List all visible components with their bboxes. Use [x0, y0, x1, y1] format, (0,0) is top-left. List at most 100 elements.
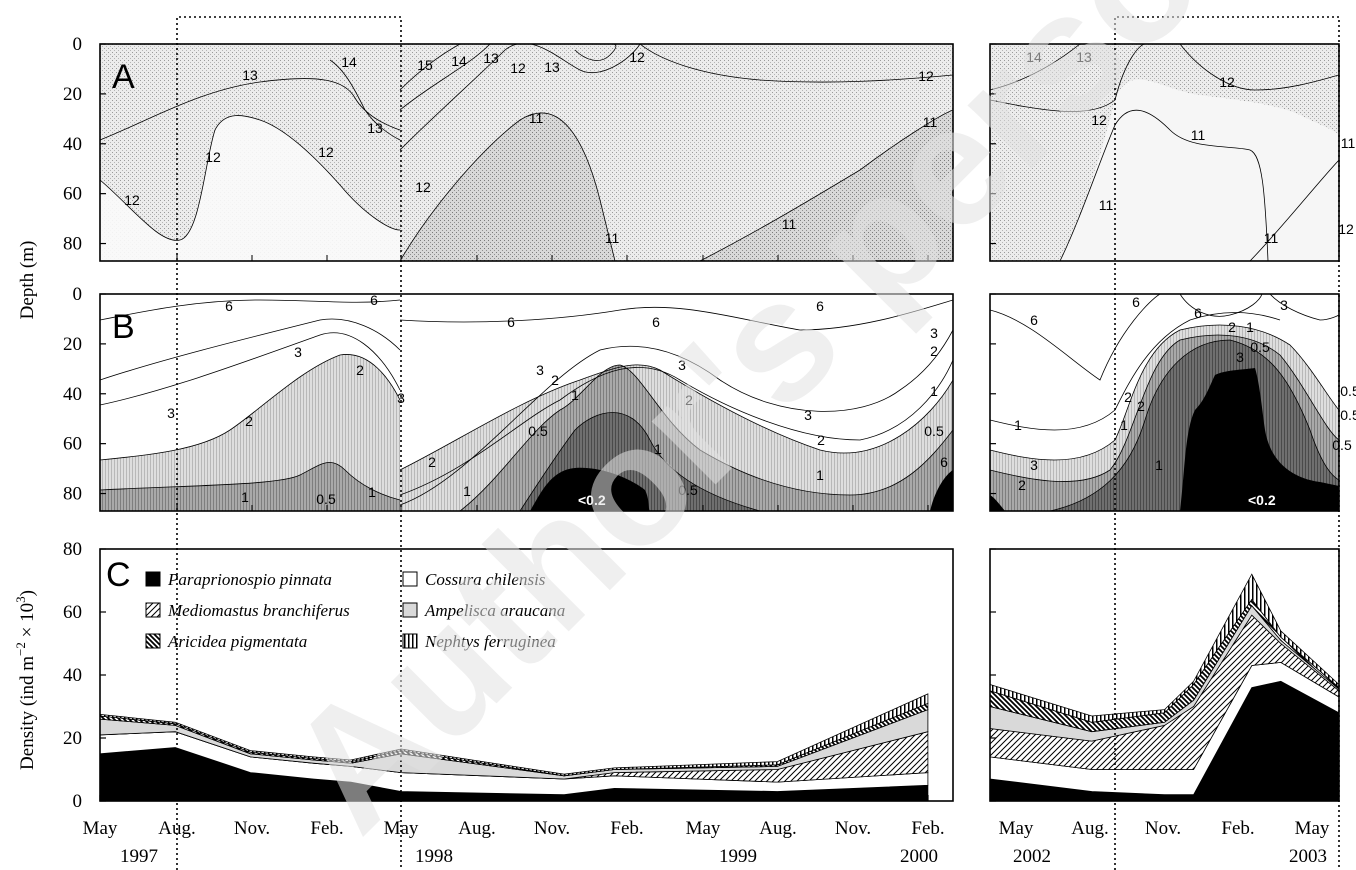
contour-label: 12: [1219, 74, 1235, 90]
contour-label: 13: [367, 120, 383, 136]
y-tick-label: 0: [73, 791, 83, 812]
contour-label: 0.5: [528, 423, 548, 439]
contour-label: 3: [294, 344, 302, 360]
x-tick-label: Nov.: [1145, 818, 1181, 839]
x-year-label: 2002: [1013, 846, 1051, 867]
contour-label: 14: [1026, 49, 1042, 65]
y-tick-label: 0: [73, 284, 83, 305]
contour-label: 14: [341, 54, 357, 70]
contour-band: [1180, 368, 1339, 511]
y-tick-label: 60: [63, 602, 82, 623]
contour-label: 2: [685, 392, 693, 408]
legend-label: Paraprionospio pinnata: [167, 570, 332, 589]
contour-label: 3: [1030, 457, 1038, 473]
contour-label: 2: [245, 413, 253, 429]
panel-letter-a: A: [112, 58, 135, 96]
contour-label: 3: [804, 407, 812, 423]
contour-label: 6: [1030, 312, 1038, 328]
legend-swatch: [402, 602, 418, 618]
contour-band: [400, 113, 615, 261]
contour-label: 1: [930, 383, 938, 399]
x-tick-label: May: [1295, 818, 1330, 839]
legend-label: Nephtys ferruginea: [424, 632, 556, 651]
x-tick-label: Aug.: [1071, 818, 1108, 839]
contour-label: 1: [816, 467, 824, 483]
contour-label: 11: [782, 216, 797, 232]
panel-a-right-frame: [989, 43, 1340, 262]
contour-label: 0.5: [1340, 383, 1356, 399]
x-tick-label: Feb.: [911, 818, 944, 839]
contour-label: 6: [1132, 294, 1140, 310]
y-axis-label-density-times: × 10: [17, 603, 38, 642]
dotted-box-2002: [1114, 16, 1340, 870]
contour-label: 12: [629, 49, 645, 65]
contour-label: 11: [1099, 197, 1114, 213]
area-nephtys-ferruginea: [99, 693, 929, 777]
y-tick-label: 0: [73, 34, 83, 55]
contour-label: 11: [923, 114, 938, 130]
contour-label: 6: [652, 314, 660, 330]
contour-label: 13: [1076, 49, 1092, 65]
contour-label: 0.5: [1250, 339, 1270, 355]
y-tick-label: 20: [63, 334, 82, 355]
contour-label: 11: [529, 110, 544, 126]
contour-label: 6: [507, 314, 515, 330]
contour-label: 1: [241, 489, 249, 505]
contour-label: 13: [242, 67, 258, 83]
contour-label: 2: [930, 343, 938, 359]
contour-label: 15: [417, 57, 433, 73]
panel-b-right-frame: [989, 293, 1340, 512]
x-tick-label: May: [384, 818, 419, 839]
x-year-label: 1997: [120, 846, 158, 867]
contour-band: [700, 110, 953, 261]
contour-band: [1060, 79, 1339, 261]
contour-label: 2: [817, 432, 825, 448]
contour-label: 13: [544, 59, 560, 75]
contour-label: 12: [205, 149, 221, 165]
x-tick-label: Feb.: [1221, 818, 1254, 839]
contour-label: 12: [1338, 221, 1354, 237]
contour-label: 2: [1018, 477, 1026, 493]
x-tick-label: Nov.: [234, 818, 270, 839]
legend-swatch: [402, 571, 418, 587]
contour-label: 1: [1155, 457, 1163, 473]
x-tick-label: May: [686, 818, 721, 839]
contour-label: 2: [551, 372, 559, 388]
contour-label: 12: [415, 179, 431, 195]
legend-swatch: [402, 633, 418, 649]
y-axis-label-density-close: ): [17, 590, 38, 596]
x-tick-label: May: [83, 818, 118, 839]
panel-a-right-contour: [990, 44, 1339, 261]
low-label: <0.2: [578, 492, 606, 508]
x-tick-label: Feb.: [610, 818, 643, 839]
contour-label: 11: [1191, 127, 1206, 143]
y-axis-label-density-sup2: 3: [13, 596, 28, 603]
x-year-label: 2000: [900, 846, 938, 867]
y-tick-label: 20: [63, 84, 82, 105]
x-year-label: 1998: [415, 846, 453, 867]
y-axis-label-depth: Depth (m): [17, 241, 38, 320]
contour-label: 2: [1137, 398, 1145, 414]
legend-swatch: [145, 571, 161, 587]
contour-label: 1: [1246, 319, 1254, 335]
contour-label: 3: [397, 390, 405, 406]
contour-label: 1: [1014, 417, 1022, 433]
y-tick-label: 80: [63, 539, 82, 560]
x-tick-label: Aug.: [458, 818, 495, 839]
contour-label: 6: [940, 454, 948, 470]
low-label: <0.2: [1248, 492, 1276, 508]
contour-band: [100, 462, 400, 511]
contour-label: 6: [816, 298, 824, 314]
contour-label: 0.5: [924, 423, 944, 439]
legend-swatch: [145, 633, 161, 649]
x-tick-label: May: [999, 818, 1034, 839]
x-tick-label: Aug.: [759, 818, 796, 839]
x-tick-label: Nov.: [835, 818, 871, 839]
legend-label: Ampelisca araucana: [424, 601, 565, 620]
contour-band: [100, 115, 400, 261]
contour-label: 6: [370, 292, 378, 308]
legend-label: Mediomastus branchiferus: [167, 601, 350, 620]
y-tick-label: 60: [63, 184, 82, 205]
y-tick-label: 60: [63, 434, 82, 455]
